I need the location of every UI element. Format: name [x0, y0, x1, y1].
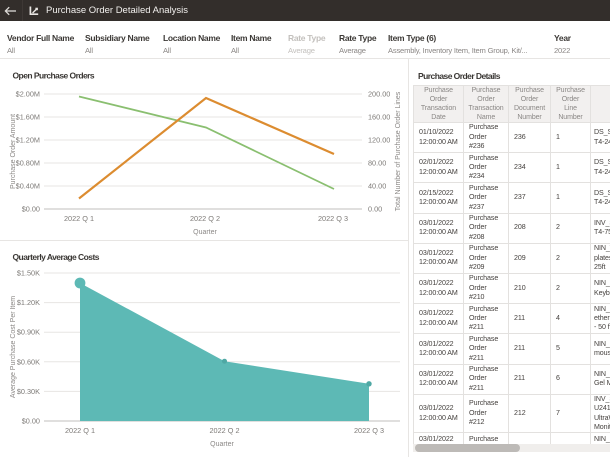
- svg-text:$1.60M: $1.60M: [16, 113, 40, 122]
- svg-text:2022 Q 1: 2022 Q 1: [64, 214, 94, 223]
- svg-text:$1.20K: $1.20K: [17, 298, 40, 307]
- svg-text:$0.60K: $0.60K: [17, 357, 40, 366]
- svg-text:$0.00: $0.00: [22, 205, 40, 214]
- svg-text:2022 Q 2: 2022 Q 2: [190, 214, 220, 223]
- svg-text:2022 Q 3: 2022 Q 3: [354, 426, 384, 435]
- svg-text:120.00: 120.00: [368, 136, 390, 145]
- svg-text:$1.20M: $1.20M: [16, 136, 40, 145]
- svg-text:$0.80M: $0.80M: [16, 159, 40, 168]
- svg-text:Quarter: Quarter: [193, 229, 217, 236]
- svg-text:$0.90K: $0.90K: [17, 328, 40, 337]
- svg-text:0.00: 0.00: [368, 205, 382, 214]
- svg-text:2022 Q 1: 2022 Q 1: [65, 426, 95, 435]
- svg-text:160.00: 160.00: [368, 113, 390, 122]
- svg-text:$2.00M: $2.00M: [16, 90, 40, 99]
- svg-text:Total Number of Purchase Order: Total Number of Purchase Order Lines: [395, 91, 402, 211]
- svg-text:Quarterly Average Costs: Quarterly Average Costs: [13, 252, 100, 262]
- svg-text:$0.30K: $0.30K: [17, 387, 40, 396]
- svg-text:Quarter: Quarter: [210, 441, 234, 448]
- svg-text:Open Purchase Orders: Open Purchase Orders: [13, 70, 95, 80]
- svg-text:Purchase Order Amount: Purchase Order Amount: [10, 114, 17, 189]
- svg-text:$1.50K: $1.50K: [17, 269, 40, 278]
- svg-text:2022 Q 3: 2022 Q 3: [318, 214, 348, 223]
- svg-text:200.00: 200.00: [368, 90, 390, 99]
- svg-text:Average Purchase Cost Per Item: Average Purchase Cost Per Item: [10, 296, 17, 398]
- svg-text:$0.00: $0.00: [22, 417, 40, 426]
- svg-text:80.00: 80.00: [368, 159, 386, 168]
- svg-text:2022 Q 2: 2022 Q 2: [209, 426, 239, 435]
- svg-text:$0.40M: $0.40M: [16, 182, 40, 191]
- svg-text:40.00: 40.00: [368, 182, 386, 191]
